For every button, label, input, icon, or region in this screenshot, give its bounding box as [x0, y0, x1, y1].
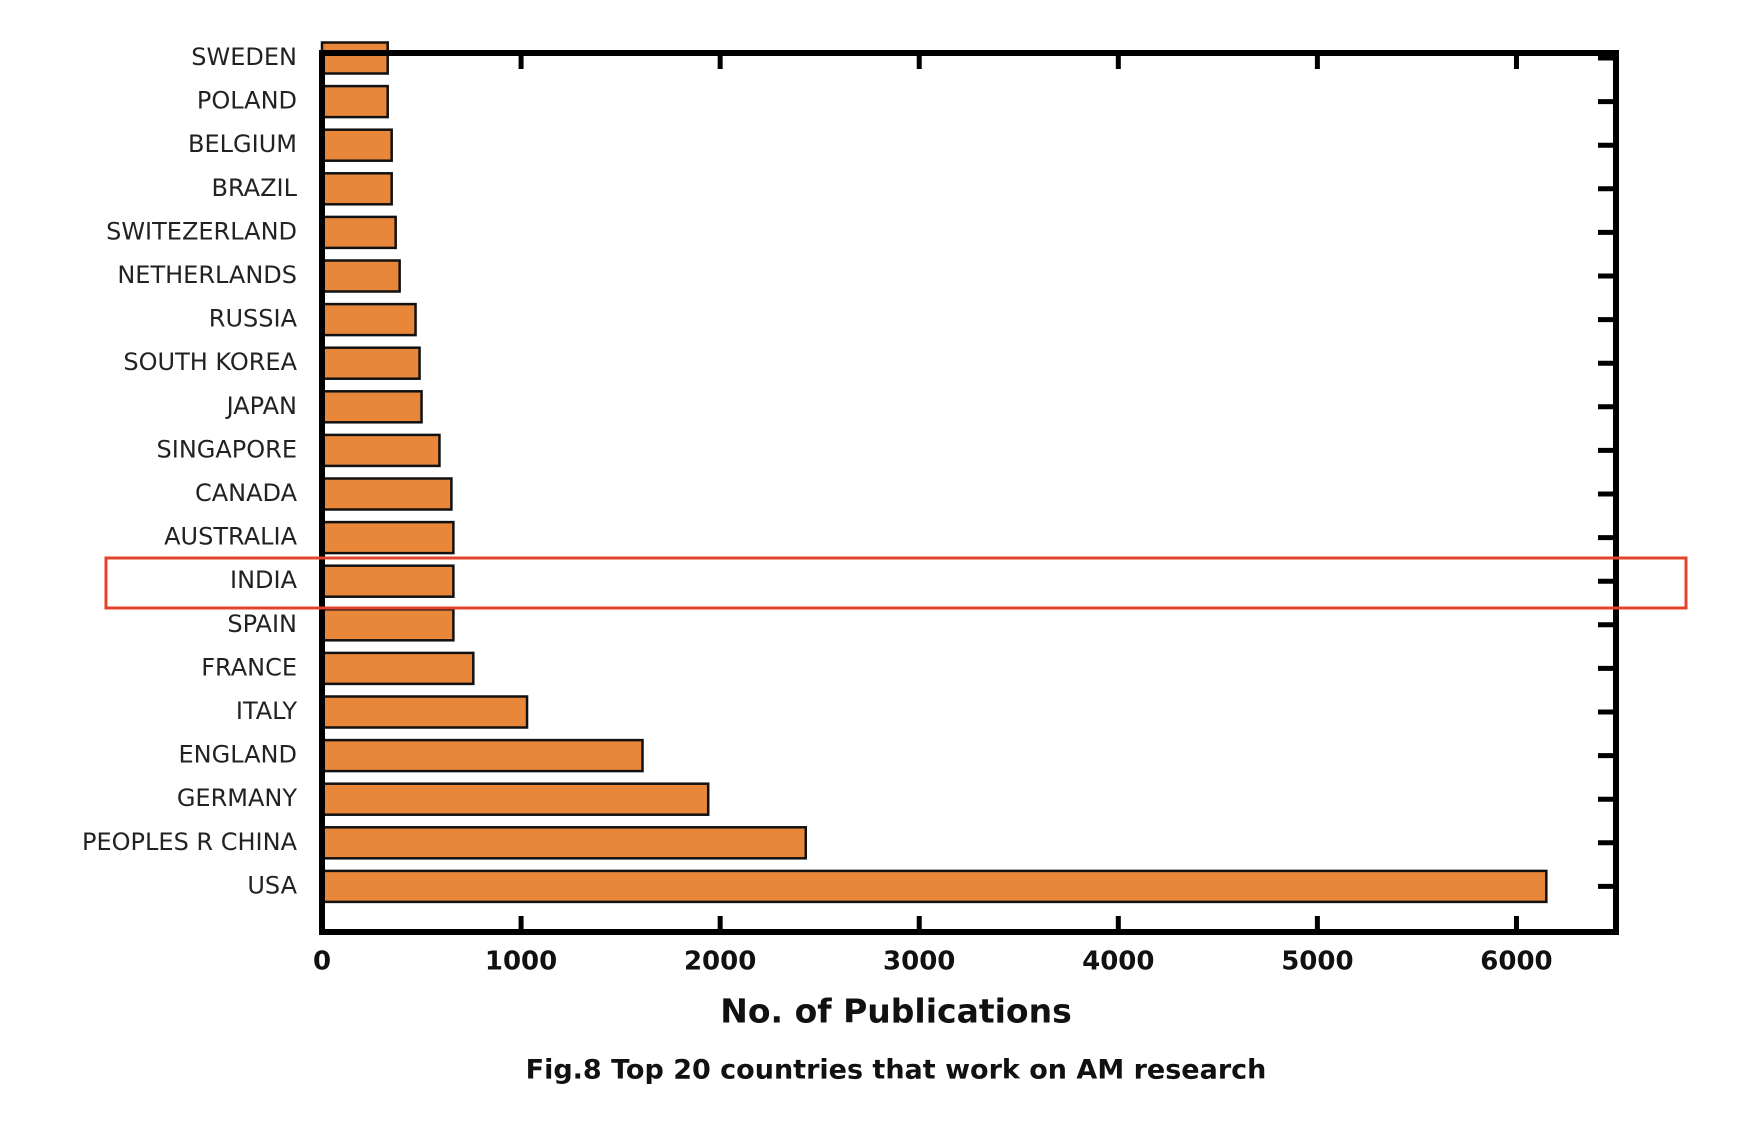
plot-frame	[319, 50, 1619, 935]
bar	[320, 695, 529, 729]
y-tick-label: RUSSIA	[209, 305, 298, 333]
bar	[320, 84, 389, 119]
y-tick-label: PEOPLES R CHINA	[82, 828, 298, 856]
y-tick-label: SOUTH KOREA	[123, 348, 297, 376]
y-tick-label: POLAND	[197, 87, 297, 115]
bar	[320, 608, 455, 642]
y-tick-label: CANADA	[195, 479, 298, 507]
bar	[320, 564, 455, 598]
y-tick-label: ENGLAND	[179, 741, 298, 769]
y-tick-label: INDIA	[230, 566, 298, 594]
y-tick-label: BRAZIL	[212, 174, 298, 202]
x-tick-label: 2000	[684, 947, 756, 977]
caption: Fig.8 Top 20 countries that work on AM r…	[526, 1055, 1267, 1086]
y-tick-label: FRANCE	[201, 653, 297, 681]
x-tick-label: 1000	[485, 947, 557, 977]
bar	[320, 826, 808, 860]
bar	[320, 41, 389, 75]
highlight-box	[104, 556, 1688, 610]
y-tick-label: SWITEZERLAND	[106, 217, 297, 245]
x-tick-label: 0	[313, 947, 331, 977]
x-axis-title: No. of Publications	[720, 992, 1071, 1031]
bar	[320, 520, 455, 555]
y-tick-label: NETHERLANDS	[117, 261, 297, 289]
bar	[320, 172, 393, 206]
bar	[320, 128, 393, 162]
bar	[320, 477, 453, 511]
y-tick-label: SPAIN	[227, 610, 297, 638]
bar	[320, 259, 401, 293]
bar	[320, 302, 417, 337]
bar	[320, 869, 1548, 904]
bar	[320, 782, 710, 816]
bar	[320, 738, 644, 773]
y-tick-label: BELGIUM	[188, 130, 297, 158]
y-tick-label: AUSTRALIA	[164, 523, 297, 551]
y-tick-label: GERMANY	[177, 784, 298, 812]
bar	[320, 433, 441, 468]
y-tick-label: SWEDEN	[191, 43, 297, 71]
y-tick-label: ITALY	[236, 697, 297, 725]
bar	[320, 346, 421, 380]
y-tick-label: SINGAPORE	[157, 435, 297, 463]
x-tick-label: 4000	[1082, 947, 1154, 977]
y-tick-label: JAPAN	[225, 392, 297, 420]
x-tick-label: 5000	[1281, 947, 1353, 977]
bar	[320, 651, 475, 686]
bar	[320, 390, 423, 424]
x-tick-label: 6000	[1480, 947, 1552, 977]
bar	[320, 215, 397, 250]
x-tick-label: 3000	[883, 947, 955, 977]
y-tick-label: USA	[247, 871, 297, 899]
